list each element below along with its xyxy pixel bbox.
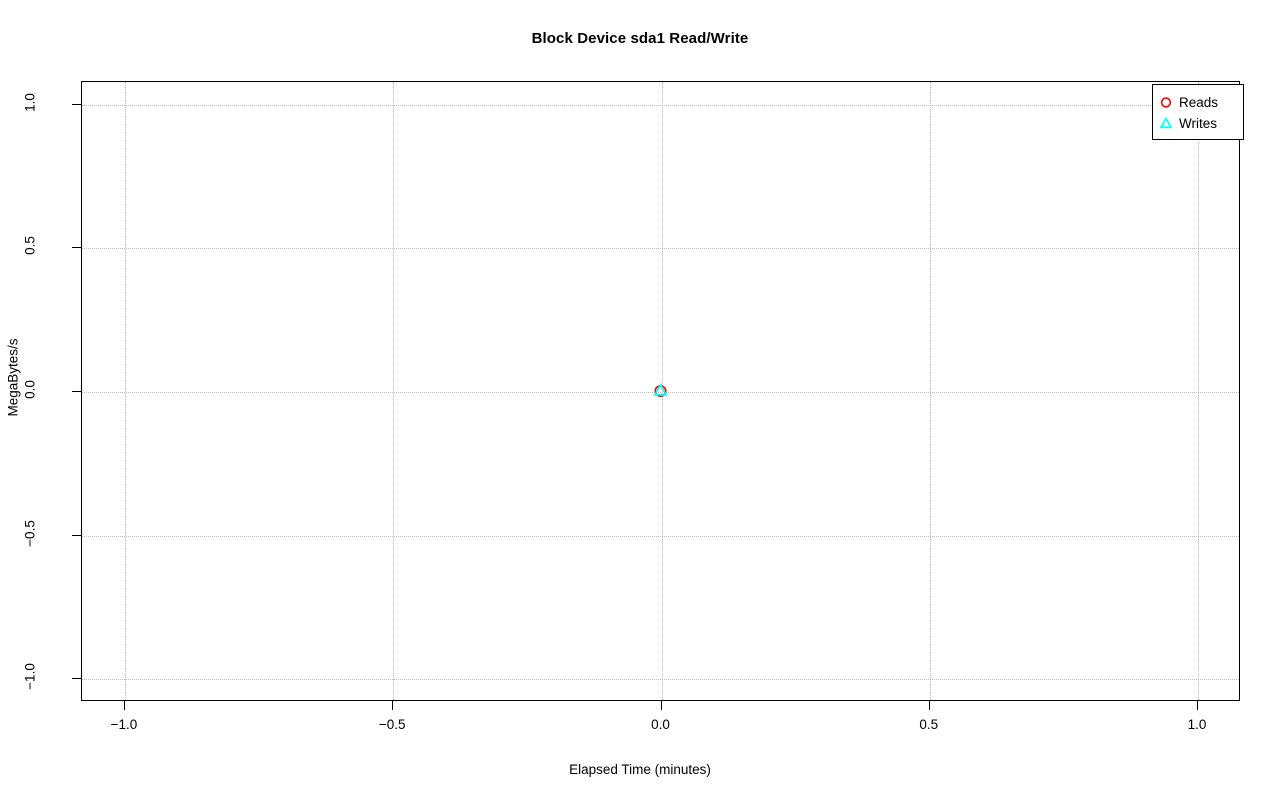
x-axis-tick bbox=[123, 701, 125, 710]
gridline-vertical bbox=[661, 82, 663, 700]
gridline-horizontal bbox=[82, 535, 1239, 537]
x-axis-tick bbox=[1197, 701, 1199, 710]
x-axis-title: Elapsed Time (minutes) bbox=[569, 762, 711, 777]
y-axis-tick-label: 0.5 bbox=[22, 236, 38, 256]
legend-item-writes[interactable]: Writes bbox=[1153, 113, 1245, 134]
y-axis-title: MegaBytes/s bbox=[5, 338, 21, 417]
x-axis-tick-label: −1.0 bbox=[110, 717, 138, 732]
triangle-marker-icon bbox=[1153, 113, 1179, 134]
gridlines-group bbox=[82, 82, 1239, 700]
y-axis-tick-label: 0.0 bbox=[22, 380, 38, 399]
gridline-horizontal bbox=[82, 392, 1239, 393]
x-axis-tick-label: 0.0 bbox=[651, 717, 670, 732]
x-axis-tick bbox=[660, 701, 662, 710]
y-axis-tick bbox=[72, 103, 81, 105]
y-axis-tick bbox=[72, 391, 81, 392]
x-axis-tick-label: 1.0 bbox=[1187, 717, 1207, 732]
x-axis-tick-label: 0.5 bbox=[919, 717, 939, 732]
gridline-horizontal bbox=[82, 679, 1239, 681]
y-axis-tick bbox=[72, 534, 81, 536]
gridline-horizontal bbox=[82, 248, 1239, 250]
gridline-vertical bbox=[124, 82, 126, 700]
x-axis-tick-label: −0.5 bbox=[378, 717, 406, 732]
x-axis-tick bbox=[392, 701, 394, 710]
gridline-horizontal bbox=[82, 104, 1239, 106]
y-axis-tick-label: −1.0 bbox=[22, 663, 38, 690]
legend-label-reads: Reads bbox=[1179, 95, 1219, 110]
legend: Reads Writes bbox=[1152, 84, 1244, 140]
y-axis-tick-label: −0.5 bbox=[22, 519, 38, 547]
chart-title: Block Device sda1 Read/Write bbox=[531, 30, 749, 47]
gridline-vertical bbox=[929, 82, 931, 700]
gridline-vertical bbox=[393, 82, 395, 700]
y-axis-tick bbox=[72, 247, 81, 249]
circle-marker-icon bbox=[1153, 92, 1179, 113]
x-axis-tick bbox=[928, 701, 930, 710]
y-axis-tick-label: 1.0 bbox=[22, 93, 38, 112]
legend-item-reads[interactable]: Reads bbox=[1153, 92, 1245, 113]
legend-label-writes: Writes bbox=[1179, 116, 1218, 131]
y-axis-tick bbox=[72, 678, 81, 680]
gridline-vertical bbox=[1198, 82, 1200, 700]
plot-area bbox=[81, 81, 1240, 701]
